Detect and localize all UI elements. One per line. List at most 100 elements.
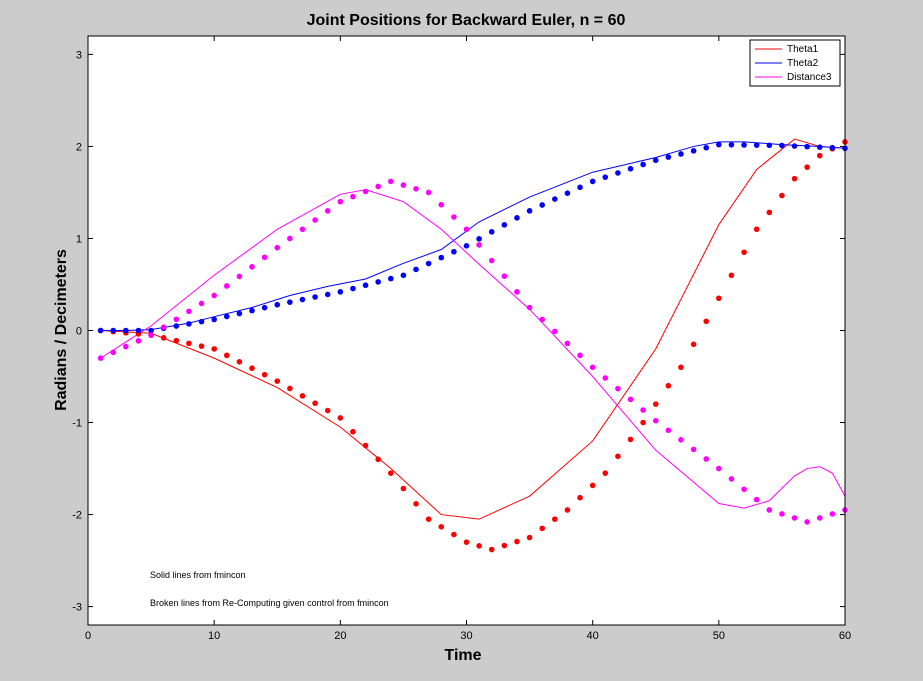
series-distance3-dotted-point: [299, 226, 306, 233]
series-theta2-dotted-point: [741, 142, 747, 148]
series-distance3-dotted-point: [476, 242, 482, 248]
series-theta2-dotted-point: [236, 310, 243, 317]
series-theta2-dotted-point: [716, 141, 722, 148]
series-distance3-dotted-point: [425, 189, 432, 196]
series-distance3-dotted-point: [716, 465, 722, 472]
series-distance3-dotted-point: [678, 437, 684, 443]
series-theta1-dotted-point: [350, 428, 356, 435]
series-distance3-dotted-point: [552, 328, 558, 335]
series-theta2-dotted-point: [640, 161, 646, 168]
series-distance3-dotted-point: [665, 427, 672, 434]
series-theta2-dotted-point: [589, 178, 596, 185]
series-theta2-dotted-point: [703, 144, 710, 151]
series-theta2-dotted-point: [438, 254, 445, 261]
y-tick-label: -1: [72, 418, 82, 430]
y-tick-label: 1: [76, 233, 82, 245]
series-distance3-dotted-point: [362, 188, 369, 195]
series-theta1-dotted-point: [287, 385, 293, 392]
series-theta1-dotted-point: [539, 525, 545, 532]
series-distance3-dotted-point: [514, 289, 520, 295]
series-theta1-dotted-point: [476, 543, 482, 549]
series-theta1-dotted-point: [602, 470, 609, 476]
series-theta1-dotted-point: [249, 365, 255, 372]
series-distance3-dotted-point: [375, 183, 381, 190]
series-theta1-dotted-point: [665, 382, 672, 389]
y-tick-label: -3: [72, 602, 82, 614]
series-theta2-dotted-point: [375, 279, 381, 285]
series-theta1-dotted-point: [589, 482, 596, 489]
series-distance3-dotted-point: [829, 511, 836, 517]
series-theta2-dotted-point: [249, 307, 255, 314]
series-theta1-dotted-point: [324, 407, 331, 414]
series-theta1-solid-line: [100, 138, 846, 520]
series-distance3-dotted-point: [741, 486, 747, 493]
series-distance3-dotted-point: [526, 304, 533, 311]
x-tick-label: 10: [208, 630, 220, 642]
series-theta1-dotted-point: [438, 524, 445, 530]
series-distance3-dotted-point: [488, 257, 495, 264]
series-theta1-dotted-point: [261, 371, 268, 378]
series-distance3-dotted-point: [388, 178, 394, 185]
series-theta1-dotted-point: [640, 419, 646, 426]
series-distance3-dotted-point: [577, 352, 583, 359]
series-theta1-dotted-point: [804, 164, 810, 170]
series-theta1-dotted-point: [753, 226, 760, 233]
series-theta2-dotted-point: [299, 296, 306, 303]
series-theta2-dotted-point: [186, 321, 192, 327]
series-theta2-dotted-point: [451, 248, 457, 255]
series-theta1-dotted-point: [160, 335, 167, 341]
y-tick-label: 3: [76, 49, 82, 61]
y-tick-label: 0: [76, 326, 82, 338]
series-theta1-dotted-point: [451, 531, 457, 538]
series-theta1-dotted-point: [211, 346, 217, 352]
x-axis-label: Time: [444, 647, 481, 664]
series-distance3-dotted-point: [791, 515, 798, 521]
series-distance3-dotted-point: [766, 507, 773, 513]
series-distance3-dotted-point: [110, 349, 117, 356]
series-distance3-dotted-point: [539, 316, 545, 323]
series-theta2-dotted-point: [337, 289, 344, 295]
series-distance3-dotted-point: [804, 519, 810, 525]
series-theta1-dotted-point: [627, 436, 634, 443]
series-theta2-dotted-point: [753, 142, 760, 148]
series-theta1-dotted-point: [362, 442, 369, 449]
series-theta2-dotted-point: [615, 170, 621, 176]
series-distance3-dotted-point: [753, 496, 760, 503]
series-theta2-dotted-point: [564, 190, 571, 196]
series-theta1-dotted-point: [501, 542, 508, 549]
series-theta1-dotted-point: [791, 175, 798, 182]
series-theta2-dotted-point: [665, 154, 672, 160]
series-theta1-dotted-point: [816, 152, 823, 159]
series-theta2-dotted-point: [476, 236, 482, 242]
series-theta1-dotted-point: [400, 485, 407, 492]
series-theta2-dotted-point: [425, 260, 432, 267]
series-theta1-dotted-point: [741, 249, 747, 256]
series-theta1-dotted-point: [564, 507, 571, 513]
series-theta2-dotted-point: [223, 313, 230, 320]
series-theta1-dotted-point: [198, 343, 205, 349]
series-theta2-dotted-point: [350, 285, 356, 292]
series-theta2-dotted-point: [690, 148, 697, 154]
series-theta1-dotted-point: [299, 393, 306, 399]
y-tick-label: 2: [76, 141, 82, 153]
x-tick-label: 50: [713, 630, 725, 642]
series-theta2-dotted-point: [198, 318, 205, 325]
series-theta2-dotted-point: [501, 222, 508, 228]
legend-label-theta1: Theta1: [787, 44, 819, 55]
x-tick-label: 30: [460, 630, 472, 642]
series-theta2-dotted-point: [577, 184, 583, 191]
annotation-solid-lines: Solid lines from fmincon: [150, 570, 246, 580]
series-theta1-dotted-point: [312, 400, 318, 407]
series-theta2-dotted-point: [652, 157, 659, 164]
series-distance3-dotted-point: [589, 364, 596, 371]
series-theta2-dotted-point: [816, 144, 823, 150]
series-distance3-dotted-point: [627, 396, 634, 403]
y-axis-label: Radians / Decimeters: [53, 249, 70, 411]
series-theta2-dotted-point: [312, 294, 318, 300]
x-tick-label: 0: [85, 630, 91, 642]
series-theta2-dotted-point: [173, 323, 180, 329]
series-theta1-dotted-point: [552, 516, 558, 522]
series-theta2-dotted-point: [678, 151, 684, 157]
series-distance3-dotted-point: [451, 214, 457, 220]
